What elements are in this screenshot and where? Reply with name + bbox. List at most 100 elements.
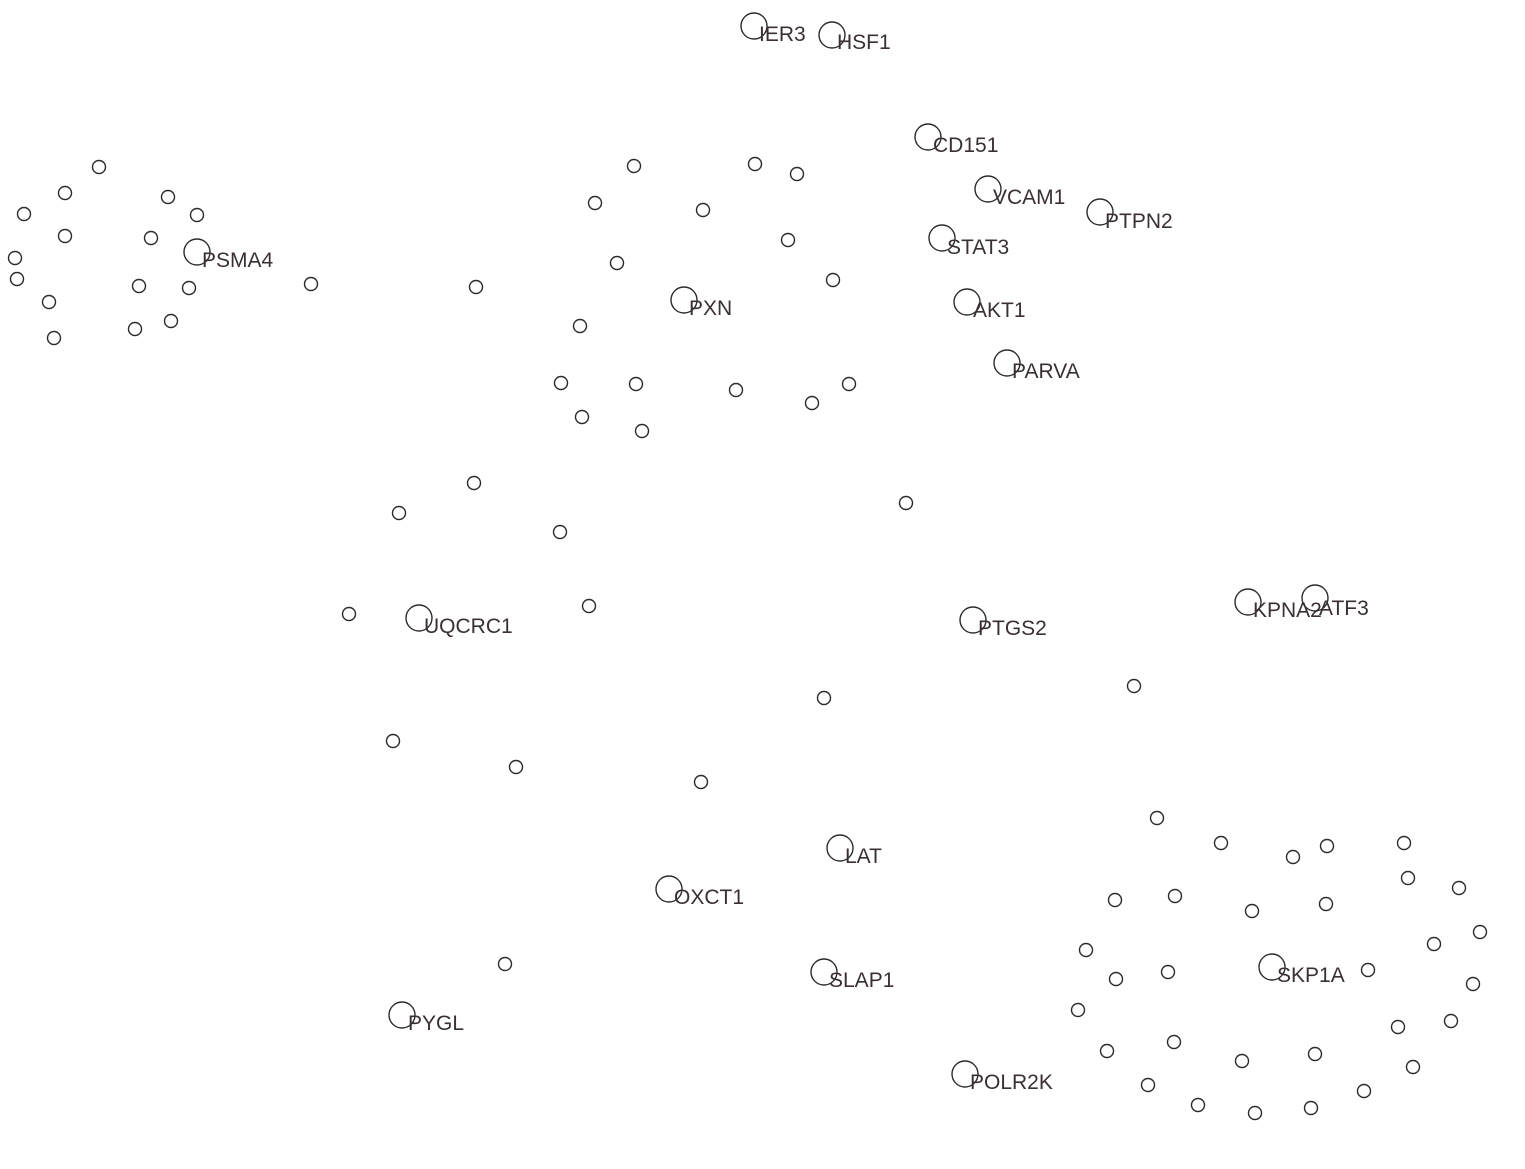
network-node[interactable]: [131, 278, 147, 294]
network-node[interactable]: [1099, 1043, 1115, 1059]
network-node[interactable]: [552, 524, 568, 540]
network-node[interactable]: [1247, 1105, 1263, 1121]
node-label: AKT1: [973, 299, 1026, 322]
network-node[interactable]: [1443, 1013, 1459, 1029]
node-ptgs2[interactable]: PTGS2: [959, 606, 1047, 640]
network-node[interactable]: [1400, 870, 1416, 886]
network-node[interactable]: [553, 375, 569, 391]
network-node[interactable]: [341, 606, 357, 622]
network-node[interactable]: [581, 598, 597, 614]
network-node[interactable]: [1318, 896, 1334, 912]
network-node[interactable]: [385, 733, 401, 749]
network-node[interactable]: [181, 280, 197, 296]
network-node[interactable]: [1426, 936, 1442, 952]
node-ptpn2[interactable]: PTPN2: [1086, 198, 1173, 233]
network-node[interactable]: [46, 330, 62, 346]
node-skp1a[interactable]: SKP1A: [1258, 953, 1345, 987]
node-pxn[interactable]: PXN: [670, 286, 732, 320]
network-node[interactable]: [695, 202, 711, 218]
network-node[interactable]: [609, 255, 625, 271]
node-label: PTPN2: [1105, 210, 1173, 233]
node-atf3[interactable]: ATF3: [1301, 584, 1369, 620]
network-node[interactable]: [508, 759, 524, 775]
node-lat[interactable]: LAT: [826, 834, 882, 868]
network-node[interactable]: [1396, 835, 1412, 851]
network-node[interactable]: [693, 774, 709, 790]
network-node[interactable]: [1356, 1083, 1372, 1099]
network-node[interactable]: [189, 207, 205, 223]
node-pygl[interactable]: PYGL: [388, 1001, 464, 1035]
network-node[interactable]: [466, 475, 482, 491]
network-node[interactable]: [728, 382, 744, 398]
network-node[interactable]: [1070, 1002, 1086, 1018]
network-node[interactable]: [7, 250, 23, 266]
network-node[interactable]: [628, 376, 644, 392]
node-parva[interactable]: PARVA: [993, 349, 1080, 383]
node-psma4[interactable]: PSMA4: [183, 238, 274, 272]
network-node[interactable]: [841, 376, 857, 392]
network-node[interactable]: [587, 195, 603, 211]
network-node[interactable]: [1390, 1019, 1406, 1035]
network-node[interactable]: [1319, 838, 1335, 854]
network-node[interactable]: [1244, 903, 1260, 919]
network-node[interactable]: [1108, 971, 1124, 987]
network-node[interactable]: [497, 956, 513, 972]
node-kpna2[interactable]: KPNA2: [1234, 588, 1322, 622]
network-node[interactable]: [1190, 1097, 1206, 1113]
network-node[interactable]: [1360, 962, 1376, 978]
network-node[interactable]: [41, 294, 57, 310]
node-polr2k[interactable]: POLR2K: [951, 1060, 1053, 1094]
network-node[interactable]: [468, 279, 484, 295]
network-node[interactable]: [574, 409, 590, 425]
network-node[interactable]: [804, 395, 820, 411]
node-hsf1[interactable]: HSF1: [818, 21, 891, 54]
node-akt1[interactable]: AKT1: [953, 288, 1026, 322]
network-node[interactable]: [1126, 678, 1142, 694]
network-node[interactable]: [634, 423, 650, 439]
network-node[interactable]: [127, 321, 143, 337]
network-node[interactable]: [825, 272, 841, 288]
network-node[interactable]: [747, 156, 763, 172]
node-vcam1[interactable]: VCAM1: [974, 175, 1065, 209]
network-node[interactable]: [9, 271, 25, 287]
network-node[interactable]: [1451, 880, 1467, 896]
network-node[interactable]: [160, 189, 176, 205]
network-node[interactable]: [57, 228, 73, 244]
network-node[interactable]: [1078, 942, 1094, 958]
labeled-nodes: IER3 HSF1 CD151 VCAM1 PTPN2 STAT3 AKT1 P…: [183, 12, 1369, 1094]
network-node[interactable]: [57, 185, 73, 201]
network-node[interactable]: [1167, 888, 1183, 904]
node-cd151[interactable]: CD151: [914, 123, 998, 157]
network-node[interactable]: [1213, 835, 1229, 851]
network-node[interactable]: [1285, 849, 1301, 865]
network-node[interactable]: [1107, 892, 1123, 908]
network-node[interactable]: [1149, 810, 1165, 826]
network-node[interactable]: [1472, 924, 1488, 940]
node-uqcrc1[interactable]: UQCRC1: [405, 604, 513, 638]
node-ier3[interactable]: IER3: [740, 12, 806, 46]
network-node[interactable]: [1307, 1046, 1323, 1062]
network-node[interactable]: [1160, 964, 1176, 980]
network-node[interactable]: [1465, 976, 1481, 992]
network-node[interactable]: [391, 505, 407, 521]
node-oxct1[interactable]: OXCT1: [655, 875, 744, 909]
network-node[interactable]: [163, 313, 179, 329]
node-slap1[interactable]: SLAP1: [810, 958, 894, 992]
network-node[interactable]: [789, 166, 805, 182]
network-node[interactable]: [1303, 1100, 1319, 1116]
network-node[interactable]: [143, 230, 159, 246]
network-node[interactable]: [1405, 1059, 1421, 1075]
network-node[interactable]: [91, 159, 107, 175]
network-node[interactable]: [572, 318, 588, 334]
network-node[interactable]: [1140, 1077, 1156, 1093]
network-node[interactable]: [1166, 1034, 1182, 1050]
network-node[interactable]: [1234, 1053, 1250, 1069]
network-node[interactable]: [16, 206, 32, 222]
network-node[interactable]: [626, 158, 642, 174]
node-stat3[interactable]: STAT3: [928, 224, 1009, 259]
network-node[interactable]: [303, 276, 319, 292]
network-node[interactable]: [816, 690, 832, 706]
node-label: CD151: [933, 134, 998, 157]
network-node[interactable]: [898, 495, 914, 511]
network-node[interactable]: [780, 232, 796, 248]
